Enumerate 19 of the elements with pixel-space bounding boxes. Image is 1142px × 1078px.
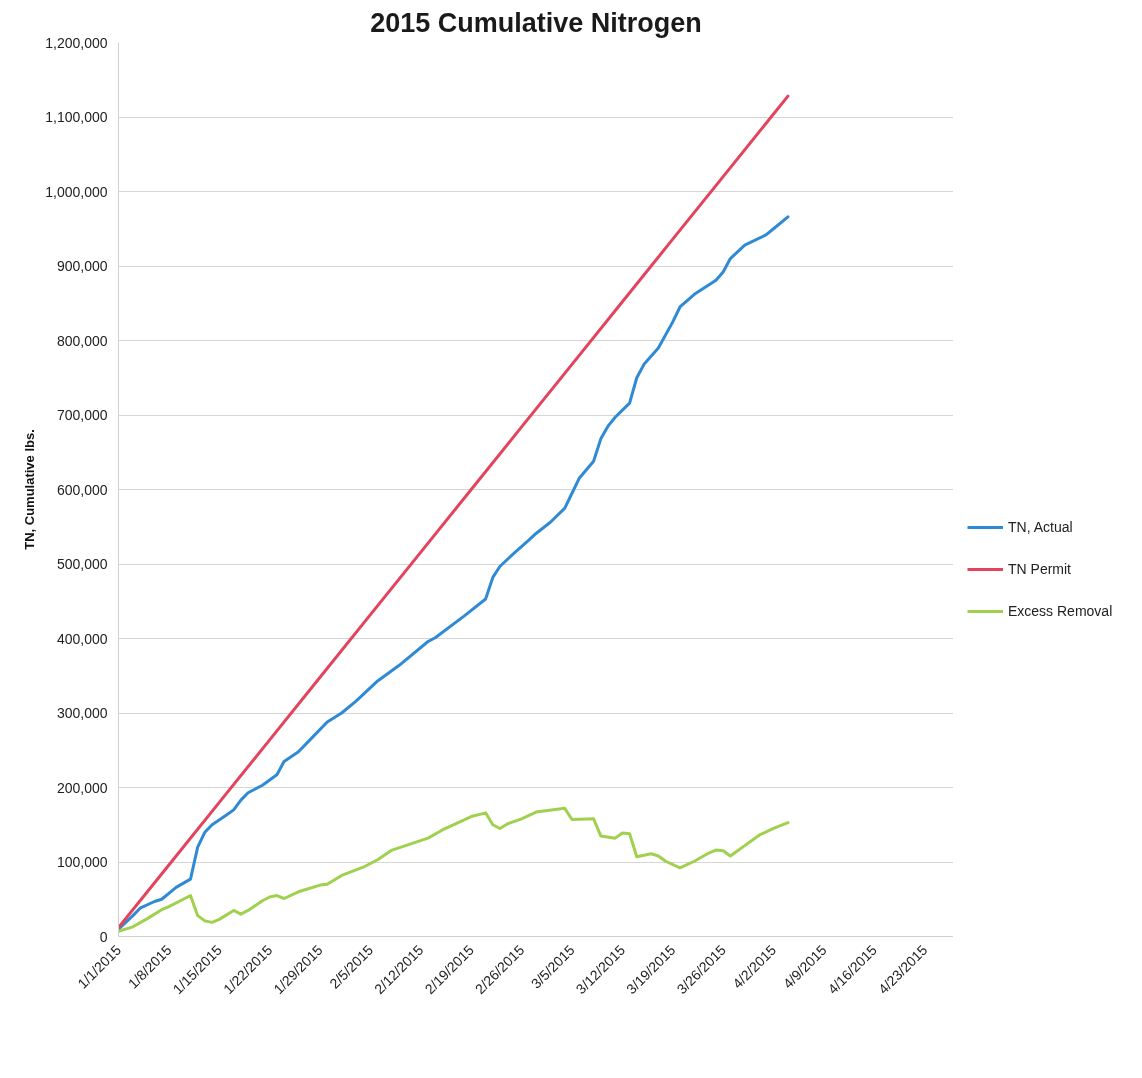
legend-label: TN Permit: [1008, 561, 1071, 577]
chart-title: 2015 Cumulative Nitrogen: [370, 7, 702, 38]
y-tick-label: 100,000: [56, 854, 108, 870]
y-tick-label: 800,000: [56, 332, 108, 349]
legend-label: TN, Actual: [1008, 519, 1073, 535]
line-series: [118, 806, 790, 933]
y-tick-label: 1,200,000: [45, 34, 108, 51]
y-tick-label: 400,000: [56, 630, 108, 647]
y-tick-label: 600,000: [56, 481, 108, 498]
y-tick-label: 900,000: [56, 258, 108, 274]
y-tick-label: 300,000: [56, 705, 108, 721]
y-tick-label: 1,000,000: [45, 183, 108, 200]
legend-label: Excess Removal: [1008, 603, 1113, 619]
y-tick-label: 700,000: [56, 407, 108, 423]
y-tick-label: 200,000: [56, 779, 108, 796]
y-tick-label: 500,000: [56, 556, 108, 572]
y-tick-label: 1,100,000: [45, 109, 108, 125]
y-axis-title: TN, Cumulative lbs.: [22, 429, 38, 550]
y-tick-label: 0: [99, 928, 108, 945]
